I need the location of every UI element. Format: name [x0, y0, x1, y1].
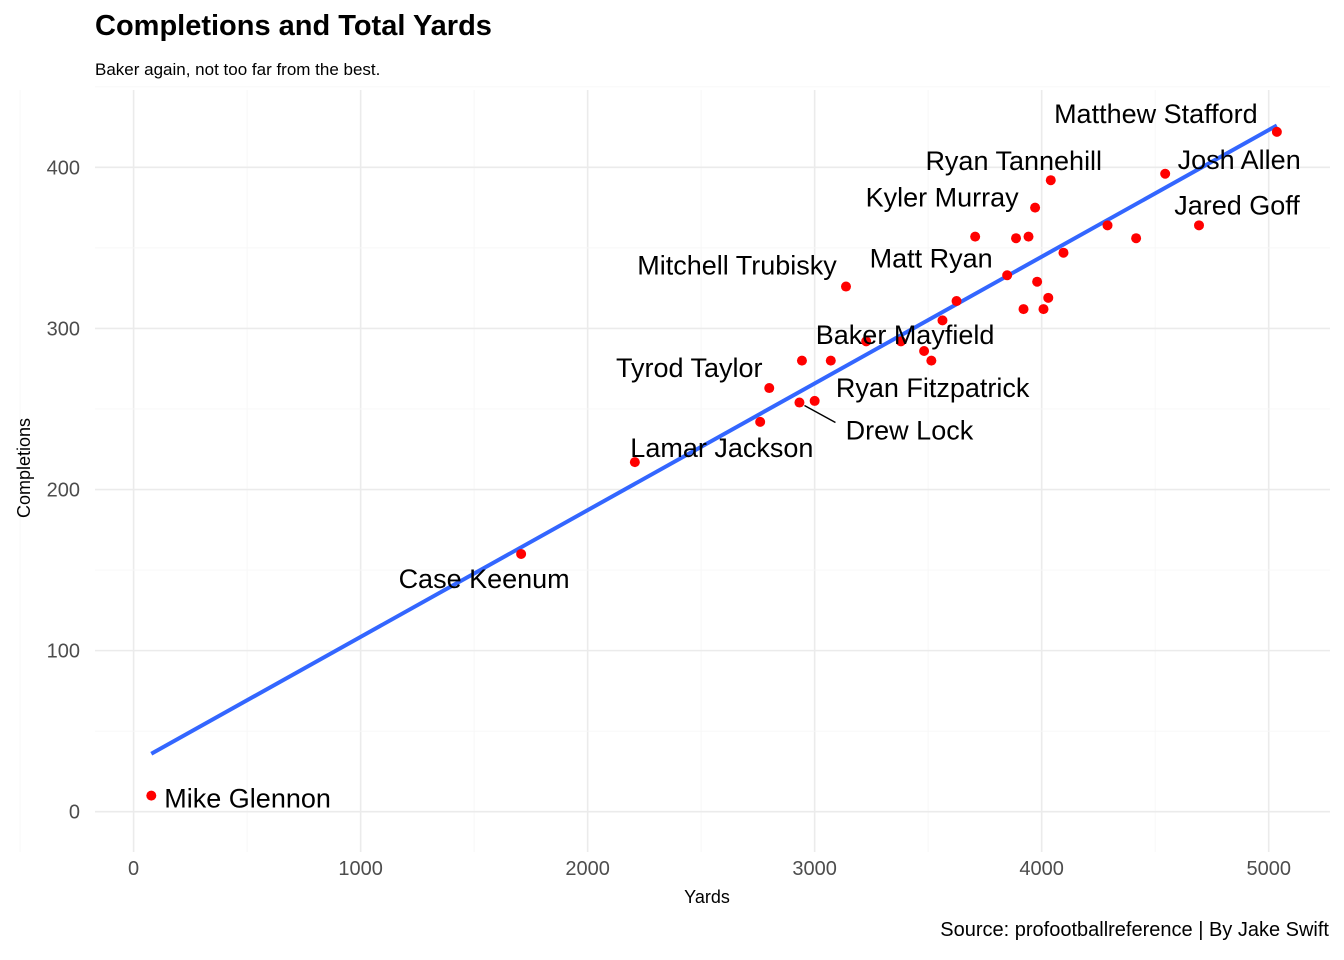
data-point — [926, 355, 937, 366]
point-label: Lamar Jackson — [630, 433, 813, 463]
data-point — [794, 397, 805, 408]
data-point — [1043, 292, 1054, 303]
label-leader-line — [804, 404, 836, 424]
point-label: Drew Lock — [846, 416, 974, 446]
x-tick-label: 2000 — [565, 858, 610, 880]
x-tick-label: 1000 — [338, 858, 383, 880]
point-label: Ryan Fitzpatrick — [836, 373, 1030, 403]
trend-line-layer — [150, 123, 1278, 756]
data-point — [951, 296, 962, 307]
x-tick-label: 4000 — [1019, 858, 1064, 880]
point-label: Tyrod Taylor — [616, 353, 763, 383]
point-label: Matthew Stafford — [1054, 99, 1258, 129]
data-point — [840, 281, 851, 292]
point-label: Mike Glennon — [164, 784, 331, 814]
point-label: Mitchell Trubisky — [637, 251, 837, 281]
data-point — [755, 416, 766, 427]
data-point — [1160, 168, 1171, 179]
data-point — [1023, 231, 1034, 242]
label-leader-lines — [804, 404, 836, 424]
data-point — [1194, 220, 1205, 231]
point-label: Ryan Tannehill — [925, 146, 1102, 176]
y-axis-title: Completions — [14, 418, 34, 518]
data-point — [146, 790, 157, 801]
point-labels: Mike Glennon Case Keenum Lamar Jackson Tyro… — [164, 99, 1300, 814]
point-label: Case Keenum — [399, 564, 570, 594]
data-point — [970, 231, 981, 242]
x-axis-ticks: 0 1000 2000 3000 4000 5000 — [128, 858, 1291, 880]
point-label: Josh Allen — [1178, 145, 1301, 175]
data-point — [1058, 247, 1069, 258]
data-point — [1271, 126, 1282, 137]
data-point — [1002, 270, 1013, 281]
point-label: Matt Ryan — [870, 243, 993, 273]
y-tick-label: 400 — [47, 157, 80, 179]
trend-line — [150, 123, 1278, 756]
chart-subtitle: Baker again, not too far from the best. — [95, 60, 381, 79]
x-axis-title: Yards — [684, 887, 730, 907]
x-tick-label: 5000 — [1246, 858, 1291, 880]
data-point — [1102, 220, 1113, 231]
data-point — [1038, 304, 1049, 315]
data-point — [1018, 304, 1029, 315]
y-axis-ticks: 0 100 200 300 400 — [47, 157, 80, 823]
data-point — [861, 336, 872, 347]
point-label: Jared Goff — [1174, 190, 1300, 220]
major-gridlines — [19, 86, 1330, 852]
point-label: Baker Mayfield — [816, 320, 995, 350]
data-point — [895, 336, 906, 347]
y-tick-label: 100 — [47, 641, 80, 663]
data-point — [1032, 276, 1043, 287]
point-label: Kyler Murray — [866, 183, 1020, 213]
chart-title: Completions and Total Yards — [95, 10, 492, 42]
y-tick-label: 0 — [69, 802, 80, 824]
data-point — [937, 315, 948, 326]
data-point — [629, 457, 640, 468]
chart-caption: Source: profootballreference | By Jake S… — [940, 919, 1329, 941]
data-point — [1131, 233, 1142, 244]
data-point — [825, 355, 836, 366]
data-point — [1011, 233, 1022, 244]
x-tick-label: 0 — [128, 858, 139, 880]
data-point — [1045, 175, 1056, 186]
data-point — [796, 355, 807, 366]
data-point — [919, 345, 930, 356]
y-tick-label: 200 — [47, 480, 80, 502]
y-tick-label: 300 — [47, 318, 80, 340]
data-point — [516, 548, 527, 559]
data-point — [764, 383, 775, 394]
x-tick-label: 3000 — [792, 858, 837, 880]
data-points — [146, 126, 1282, 801]
data-point — [1030, 202, 1041, 213]
data-point — [809, 395, 820, 406]
